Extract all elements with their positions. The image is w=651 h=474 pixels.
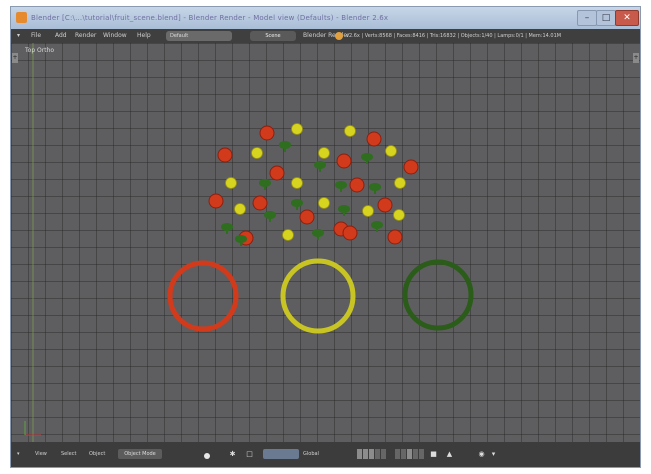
- green-fruit-0[interactable]: [279, 141, 291, 152]
- orientation-label[interactable]: Global: [303, 451, 319, 457]
- red-fruit-14[interactable]: [342, 225, 358, 241]
- menu-render[interactable]: Render: [75, 32, 97, 39]
- red-ring[interactable]: [167, 260, 239, 332]
- green-fruit-10[interactable]: [312, 229, 324, 240]
- red-fruit-5[interactable]: [269, 165, 285, 181]
- window-title: Blender [C:\...\tutorial\fruit_scene.ble…: [31, 14, 389, 22]
- green-fruit-5[interactable]: [369, 183, 381, 194]
- application-window: Blender [C:\...\tutorial\fruit_scene.ble…: [10, 6, 641, 468]
- viewport-shading-icon[interactable]: [204, 453, 210, 459]
- menu-select[interactable]: Select: [61, 451, 77, 457]
- yellow-fruit-5[interactable]: [225, 177, 237, 189]
- scene-stats: v2.6x | Verts:8568 | Faces:8416 | Tris:1…: [346, 33, 562, 39]
- green-fruit-2[interactable]: [314, 161, 326, 172]
- red-fruit-1[interactable]: [366, 131, 382, 147]
- green-fruit-7[interactable]: [338, 205, 350, 216]
- yellow-fruit-9[interactable]: [318, 197, 330, 209]
- red-fruit-9[interactable]: [377, 197, 393, 213]
- yellow-fruit-12[interactable]: [282, 229, 294, 241]
- blender-logo-icon: [16, 12, 27, 23]
- yellow-fruit-7[interactable]: [394, 177, 406, 189]
- toolshelf-toggle[interactable]: +: [12, 53, 18, 63]
- camera-icon[interactable]: ▾: [491, 450, 496, 458]
- green-fruit-11[interactable]: [221, 223, 233, 234]
- pivot-icon[interactable]: ✱: [229, 450, 236, 458]
- red-fruit-3[interactable]: [336, 153, 352, 169]
- layers-icon[interactable]: [357, 449, 386, 459]
- menu-add[interactable]: Add: [55, 32, 67, 39]
- green-fruit-12[interactable]: [235, 235, 247, 246]
- red-fruit-6[interactable]: [349, 177, 365, 193]
- maximize-button[interactable]: □: [596, 10, 616, 26]
- red-fruit-8[interactable]: [252, 195, 268, 211]
- close-button[interactable]: ✕: [615, 10, 639, 26]
- menu-help[interactable]: Help: [137, 32, 151, 39]
- red-fruit-13[interactable]: [387, 229, 403, 245]
- menu-file[interactable]: File: [31, 32, 42, 39]
- title-bar[interactable]: Blender [C:\...\tutorial\fruit_scene.ble…: [11, 7, 640, 29]
- red-fruit-0[interactable]: [259, 125, 275, 141]
- green-fruit-6[interactable]: [291, 199, 303, 210]
- red-fruit-2[interactable]: [217, 147, 233, 163]
- scene-objects: [24, 43, 474, 444]
- yellow-fruit-6[interactable]: [291, 177, 303, 189]
- menu-view[interactable]: View: [35, 451, 47, 457]
- green-fruit-9[interactable]: [371, 221, 383, 232]
- properties-toggle[interactable]: +: [633, 53, 639, 63]
- green-fruit-4[interactable]: [335, 181, 347, 192]
- green-fruit-8[interactable]: [264, 211, 276, 222]
- snap-icon[interactable]: ▲: [446, 450, 453, 458]
- yellow-ring[interactable]: [280, 258, 356, 334]
- layers-icon-2[interactable]: [395, 449, 424, 459]
- yellow-fruit-8[interactable]: [234, 203, 246, 215]
- yellow-fruit-1[interactable]: [344, 125, 356, 137]
- red-fruit-7[interactable]: [208, 193, 224, 209]
- screen-layout-selector[interactable]: Default: [166, 31, 232, 41]
- 3d-view-header: ▾ View Select Object Object Mode ✱ □ Glo…: [11, 442, 640, 467]
- yellow-fruit-2[interactable]: [251, 147, 263, 159]
- green-fruit-1[interactable]: [361, 153, 373, 164]
- yellow-fruit-4[interactable]: [385, 145, 397, 157]
- scene-selector[interactable]: Scene: [250, 31, 296, 41]
- yellow-fruit-0[interactable]: [291, 123, 303, 135]
- transform-orientation[interactable]: [263, 449, 299, 459]
- minimize-button[interactable]: –: [577, 10, 597, 26]
- menu-window[interactable]: Window: [103, 32, 127, 39]
- mode-selector[interactable]: Object Mode: [118, 449, 162, 459]
- render-engine-selector[interactable]: Blender Render: [303, 32, 350, 39]
- green-ring[interactable]: [402, 259, 474, 331]
- menu-object[interactable]: Object: [89, 451, 106, 457]
- red-fruit-4[interactable]: [403, 159, 419, 175]
- 3d-viewport[interactable]: Top Ortho + +: [11, 43, 640, 444]
- editor-type-icon[interactable]: ▾: [17, 32, 21, 39]
- yellow-fruit-10[interactable]: [362, 205, 374, 217]
- blender-icon: [335, 32, 343, 40]
- info-header: ▾ File Add Render Window Help Default Sc…: [11, 29, 640, 43]
- view-editor-icon[interactable]: ▾: [17, 451, 20, 457]
- red-fruit-10[interactable]: [299, 209, 315, 225]
- view-label: Top Ortho: [25, 47, 55, 54]
- yellow-fruit-11[interactable]: [393, 209, 405, 221]
- render-icon[interactable]: ◉: [478, 450, 485, 458]
- yellow-fruit-3[interactable]: [318, 147, 330, 159]
- manipulator-icon[interactable]: □: [246, 450, 253, 458]
- lock-icon[interactable]: ■: [430, 450, 437, 458]
- green-fruit-3[interactable]: [259, 179, 271, 190]
